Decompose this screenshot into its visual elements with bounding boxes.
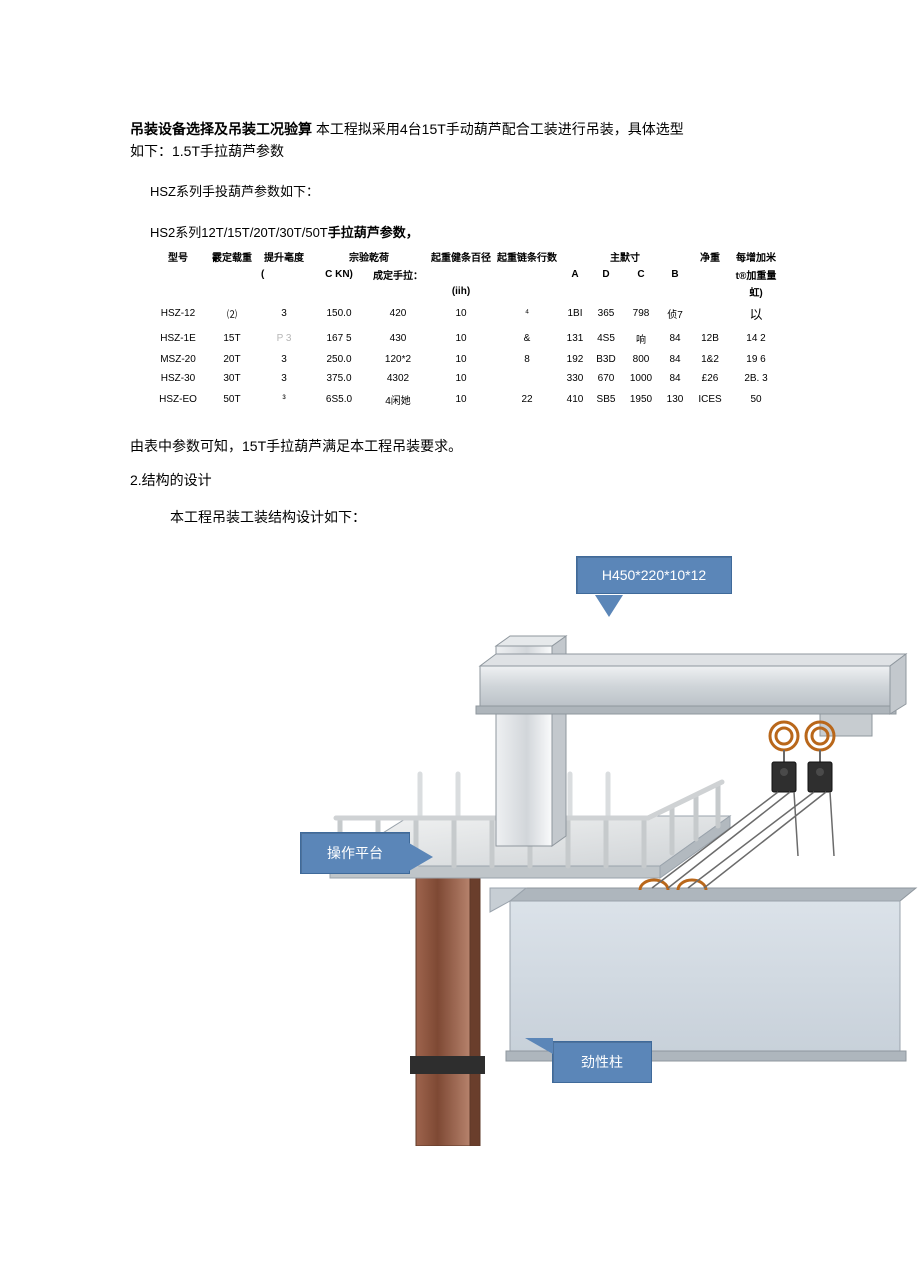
para-conclusion: 由表中参数可知，15T手拉葫芦满足本工程吊装要求。: [130, 435, 880, 457]
table-row: HSZ-1E 15T P 3 167 5 430 10 & 131 4S5 响 …: [150, 327, 782, 350]
callout-label: 操作平台: [327, 845, 383, 861]
th-D: D: [590, 266, 622, 283]
table-row: MSZ-20 20T 3 250.0 120*2 10 8 192 B3D 80…: [150, 350, 782, 369]
para-section-title: 2.结构的设计: [130, 469, 880, 491]
callout-h450-left: H450*220*10*12: [576, 556, 732, 594]
intro-head-bold: 吊装设备选择及吊装工况验算: [130, 121, 312, 137]
th-dia: 起重健条百径: [428, 247, 494, 266]
th-C: C: [622, 266, 660, 283]
th-inc3: 虹): [730, 283, 782, 300]
th-test: 宗验乾荷: [310, 247, 428, 266]
table-title: HS2系列12T/15T/20T/30T/50T手拉葫芦参数，: [150, 222, 880, 241]
th-B: B: [660, 266, 690, 283]
th-lines: 起重链条行数: [494, 247, 560, 266]
table-title-bold: 手拉葫芦参数，: [328, 225, 419, 240]
intro-line-2: 如下：1.5T手拉葫芦参数: [130, 140, 880, 162]
diagram: H450*220*10*12 H450*220*10*12 吊耳 /* repo…: [300, 556, 920, 1146]
para-design-intro: 本工程吊装工装结构设计如下：: [170, 506, 880, 528]
callout-label: H450*220*10*12: [602, 567, 706, 583]
table-row: HSZ-12 ⑵ 3 150.0 420 10 ⁴ 1BI 365 798 侦7…: [150, 300, 782, 327]
table-row: HSZ-EO 50T ³ 6S5.0 4闲她 10 22 410 SB5 195…: [150, 388, 782, 411]
th-net: 净重: [690, 247, 730, 266]
th-lift: 提升亳度: [258, 247, 310, 266]
th-load: 霰定载重: [206, 247, 258, 266]
intro-head-tail: 本工程拟采用4台15T手动葫芦配合工装进行吊装，具体选型: [312, 121, 684, 137]
th-hand: 成定手拉：: [368, 266, 428, 283]
table-row: HSZ-30 30T 3 375.0 4302 10 330 670 1000 …: [150, 369, 782, 388]
th-A: A: [560, 266, 590, 283]
th-dia-unit: (iih): [428, 283, 494, 300]
th-ckn: C KN): [310, 266, 368, 283]
th-dims: 主默寸: [560, 247, 690, 266]
callout-platform-real: 操作平台: [300, 832, 410, 874]
th-model: 型号: [150, 247, 206, 266]
table-title-plain: HS2系列12T/15T/20T/30T/50T: [150, 225, 328, 240]
callout-column: 劲性柱: [552, 1041, 652, 1083]
spec-table: 型号 霰定载重 提升亳度 宗验乾荷 起重健条百径 起重链条行数 主默寸 净重 每…: [150, 247, 782, 411]
intro-line-1: 吊装设备选择及吊装工况验算 本工程拟采用4台15T手动葫芦配合工装进行吊装，具体…: [130, 118, 880, 140]
th-inc: 每增加米: [730, 247, 782, 266]
th-inc2: t®加重量: [730, 266, 782, 283]
intro-line-3: HSZ系列手投葫芦参数如下：: [150, 181, 880, 200]
callout-label: 劲性柱: [581, 1054, 623, 1070]
